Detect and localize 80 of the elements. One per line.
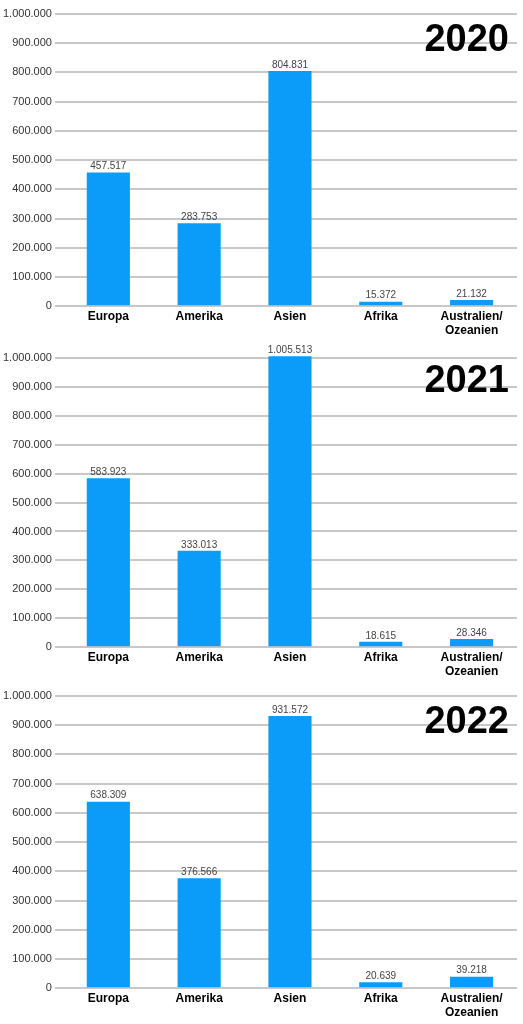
bar bbox=[177, 878, 221, 988]
data-label: 638.309 bbox=[90, 789, 127, 801]
data-label: 931.572 bbox=[271, 703, 309, 715]
y-tick-label: 600.000 bbox=[12, 123, 52, 136]
chart-title: 2022 bbox=[424, 699, 509, 742]
chart-title: 2020 bbox=[424, 17, 509, 60]
x-tick-label: Afrika bbox=[363, 308, 399, 323]
y-tick-label: 100.000 bbox=[12, 270, 52, 283]
x-tick-label: Europa bbox=[87, 649, 130, 664]
y-tick-label: 700.000 bbox=[12, 776, 52, 789]
x-tick-label: Afrika bbox=[363, 649, 399, 664]
y-tick-label: 800.000 bbox=[12, 408, 52, 421]
y-tick-label: 300.000 bbox=[12, 893, 52, 906]
bar bbox=[268, 716, 312, 988]
data-label: 583.923 bbox=[90, 466, 127, 478]
data-label: 283.753 bbox=[181, 211, 218, 223]
y-tick-label: 100.000 bbox=[12, 952, 52, 965]
x-tick-label: Asien bbox=[273, 649, 307, 664]
chart-title: 2021 bbox=[424, 358, 509, 401]
x-tick-label: Asien bbox=[273, 308, 307, 323]
bar bbox=[86, 172, 130, 306]
data-label: 457.517 bbox=[90, 160, 127, 172]
bar bbox=[86, 478, 130, 647]
y-tick-label: 600.000 bbox=[12, 805, 52, 818]
x-tick-label: Amerika bbox=[175, 990, 224, 1005]
y-tick-label: 200.000 bbox=[12, 582, 52, 595]
y-tick-label: 800.000 bbox=[12, 65, 52, 78]
data-label: 21.132 bbox=[456, 287, 488, 299]
y-tick-label: 0 bbox=[45, 640, 52, 653]
bar bbox=[268, 71, 312, 306]
y-tick-label: 800.000 bbox=[12, 747, 52, 760]
y-tick-label: 400.000 bbox=[12, 182, 52, 195]
bar bbox=[177, 223, 221, 306]
x-tick-label: Amerika bbox=[175, 308, 224, 323]
x-tick-label: Afrika bbox=[363, 990, 399, 1005]
x-tick-label: Asien bbox=[273, 990, 307, 1005]
bar bbox=[450, 300, 494, 306]
y-tick-label: 600.000 bbox=[12, 466, 52, 479]
y-tick-label: 0 bbox=[45, 299, 52, 312]
y-tick-label: 200.000 bbox=[12, 922, 52, 935]
y-tick-label: 300.000 bbox=[12, 553, 52, 566]
x-tick-label: Europa bbox=[87, 308, 130, 323]
data-label: 15.372 bbox=[365, 289, 397, 301]
y-tick-label: 1.000.000 bbox=[3, 350, 52, 363]
bar bbox=[450, 639, 494, 647]
bar bbox=[359, 641, 403, 647]
x-tick-label: Australien/Ozeanien bbox=[440, 308, 504, 338]
data-label: 18.615 bbox=[365, 629, 397, 641]
y-tick-label: 400.000 bbox=[12, 864, 52, 877]
y-tick-label: 500.000 bbox=[12, 153, 52, 166]
y-tick-label: 0 bbox=[45, 981, 52, 994]
x-tick-label: Australien/Ozeanien bbox=[440, 649, 504, 679]
data-label: 804.831 bbox=[271, 58, 309, 70]
x-tick-label: Australien/Ozeanien bbox=[440, 990, 504, 1020]
y-tick-label: 900.000 bbox=[12, 36, 52, 49]
y-tick-label: 200.000 bbox=[12, 240, 52, 253]
bar bbox=[177, 550, 221, 647]
y-tick-label: 1.000.000 bbox=[3, 7, 52, 20]
data-label: 39.218 bbox=[456, 964, 488, 976]
y-tick-label: 100.000 bbox=[12, 611, 52, 624]
bar bbox=[268, 356, 312, 647]
y-tick-label: 700.000 bbox=[12, 437, 52, 450]
y-tick-label: 500.000 bbox=[12, 835, 52, 848]
x-tick-label: Europa bbox=[87, 990, 130, 1005]
bar bbox=[359, 982, 403, 988]
data-label: 1.005.513 bbox=[267, 344, 313, 356]
data-label: 20.639 bbox=[365, 969, 397, 981]
bar bbox=[86, 801, 130, 988]
x-tick-label: Amerika bbox=[175, 649, 224, 664]
y-tick-label: 900.000 bbox=[12, 379, 52, 392]
y-tick-label: 300.000 bbox=[12, 211, 52, 224]
y-tick-label: 1.000.000 bbox=[3, 689, 52, 702]
bar bbox=[450, 976, 494, 988]
y-tick-label: 900.000 bbox=[12, 718, 52, 731]
data-label: 333.013 bbox=[181, 538, 218, 550]
y-tick-label: 500.000 bbox=[12, 495, 52, 508]
y-tick-label: 700.000 bbox=[12, 94, 52, 107]
y-tick-label: 400.000 bbox=[12, 524, 52, 537]
data-label: 376.566 bbox=[181, 865, 218, 877]
data-label: 28.346 bbox=[456, 626, 488, 638]
